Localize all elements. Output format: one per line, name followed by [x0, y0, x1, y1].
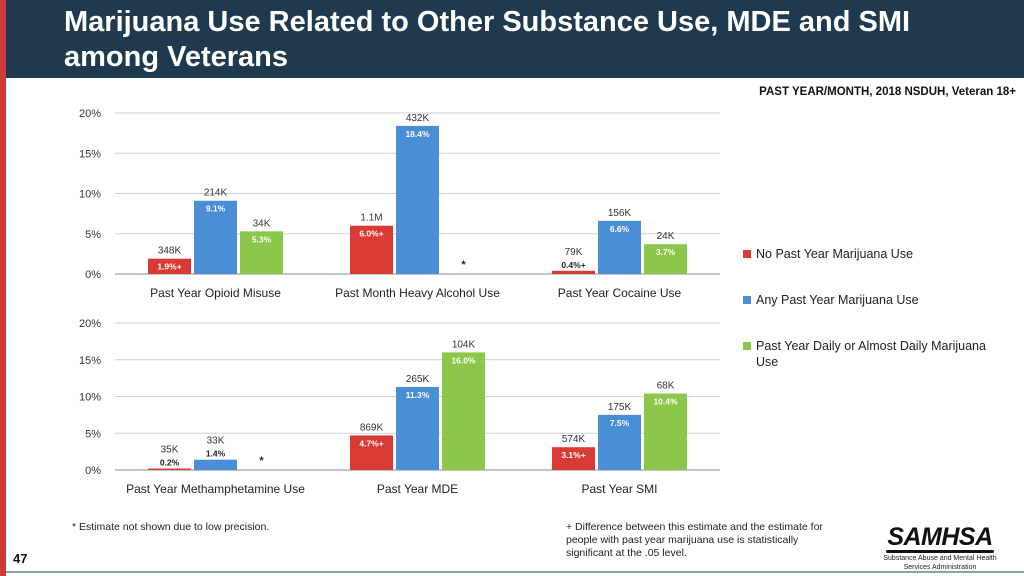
header-bar — [6, 0, 1024, 78]
logo-swoosh — [886, 550, 994, 553]
legend-swatch-green — [743, 342, 751, 350]
legend-item-daily-use: Past Year Daily or Almost Daily Marijuan… — [743, 338, 993, 370]
bar-value-label: 5.3% — [252, 234, 272, 244]
x-category-label: Past Month Heavy Alcohol Use — [335, 286, 500, 300]
left-accent-stripe — [0, 0, 6, 576]
legend-label: Past Year Daily or Almost Daily Marijuan… — [756, 339, 986, 369]
bar-value-label: 0.4%+ — [561, 260, 585, 270]
bar — [396, 125, 439, 274]
bar — [350, 225, 393, 274]
bar-count-label: 265K — [406, 374, 430, 385]
logo-subtitle: Substance Abuse and Mental Health Servic… — [883, 555, 997, 571]
bar-value-label: 11.3% — [406, 390, 430, 400]
page-number: 47 — [13, 551, 28, 566]
bar — [552, 447, 595, 470]
legend-item-any-use: Any Past Year Marijuana Use — [743, 292, 993, 338]
bar-value-label: 1.9%+ — [157, 262, 181, 272]
bar-value-label: 18.4% — [405, 129, 430, 139]
bar — [240, 231, 283, 274]
y-tick-label: 15% — [79, 355, 101, 367]
bar-count-label: 33K — [207, 436, 225, 447]
bar-value-label: 16.0% — [451, 355, 476, 365]
bar-count-label: 1.1M — [360, 213, 382, 224]
bar — [148, 258, 191, 274]
y-tick-label: 15% — [79, 148, 101, 160]
suppressed-estimate-marker: * — [259, 455, 264, 467]
bar-count-label: 156K — [608, 208, 632, 219]
x-category-label: Past Year Methamphetamine Use — [126, 482, 305, 496]
bar-count-label: 104K — [452, 339, 476, 350]
bar-count-label: 35K — [161, 445, 179, 456]
bar — [644, 244, 687, 274]
x-category-label: Past Year SMI — [581, 482, 657, 496]
bar — [148, 468, 191, 470]
bar-count-label: 214K — [204, 188, 228, 199]
x-category-label: Past Year MDE — [377, 482, 458, 496]
bar-count-label: 175K — [608, 402, 632, 413]
bar — [552, 270, 595, 274]
suppressed-estimate-marker: * — [461, 259, 466, 271]
bar — [598, 414, 641, 470]
bar-value-label: 3.1%+ — [561, 450, 585, 460]
bar-value-label: 7.5% — [610, 418, 630, 428]
bar-count-label: 68K — [657, 381, 675, 392]
bar-count-label: 79K — [565, 247, 583, 258]
y-tick-label: 10% — [79, 189, 101, 201]
bar-count-label: 432K — [406, 113, 430, 124]
bar-value-label: 1.4% — [206, 449, 226, 459]
bar-value-label: 6.6% — [610, 224, 630, 234]
bar-value-label: 10.4% — [653, 397, 678, 407]
bar-count-label: 574K — [562, 434, 586, 445]
bar-count-label: 34K — [253, 218, 271, 229]
footnote-low-precision: * Estimate not shown due to low precisio… — [72, 521, 270, 533]
bar — [598, 220, 641, 274]
footnote-significance: + Difference between this estimate and t… — [566, 521, 823, 559]
bar — [396, 386, 439, 470]
bar-value-label: 6.0%+ — [359, 229, 383, 239]
y-tick-label: 0% — [85, 465, 101, 477]
y-tick-label: 10% — [79, 392, 101, 404]
bar — [442, 352, 485, 470]
page-title: Marijuana Use Related to Other Substance… — [64, 6, 911, 73]
y-tick-label: 20% — [79, 108, 101, 120]
legend-item-no-use: No Past Year Marijuana Use — [743, 246, 993, 292]
bar-value-label: 0.2% — [160, 458, 180, 468]
bar-value-label: 3.7% — [656, 247, 676, 257]
legend-swatch-blue — [743, 296, 751, 304]
x-category-label: Past Year Cocaine Use — [558, 286, 682, 300]
y-tick-label: 20% — [79, 318, 101, 330]
y-tick-label: 5% — [85, 428, 101, 440]
legend-swatch-red — [743, 250, 751, 258]
bar — [644, 393, 687, 470]
chart-legend: No Past Year Marijuana Use Any Past Year… — [743, 246, 993, 370]
bar — [194, 200, 237, 274]
bottom-divider — [6, 571, 1024, 573]
bar-value-label: 9.1% — [206, 204, 226, 214]
data-source-subtitle: PAST YEAR/MONTH, 2018 NSDUH, Veteran 18+ — [759, 86, 1016, 98]
bar — [350, 435, 393, 470]
bar-count-label: 869K — [360, 422, 384, 433]
legend-label: Any Past Year Marijuana Use — [756, 293, 919, 307]
y-tick-label: 0% — [85, 269, 101, 281]
bar-count-label: 348K — [158, 246, 182, 257]
legend-label: No Past Year Marijuana Use — [756, 247, 914, 261]
bar-count-label: 24K — [657, 231, 675, 242]
x-category-label: Past Year Opioid Misuse — [150, 286, 281, 300]
bar — [194, 459, 237, 470]
bar-value-label: 4.7%+ — [359, 438, 383, 448]
samhsa-logo: SAMHSA Substance Abuse and Mental Health… — [880, 524, 1000, 572]
y-tick-label: 5% — [85, 229, 101, 241]
logo-wordmark: SAMHSA — [887, 523, 993, 551]
